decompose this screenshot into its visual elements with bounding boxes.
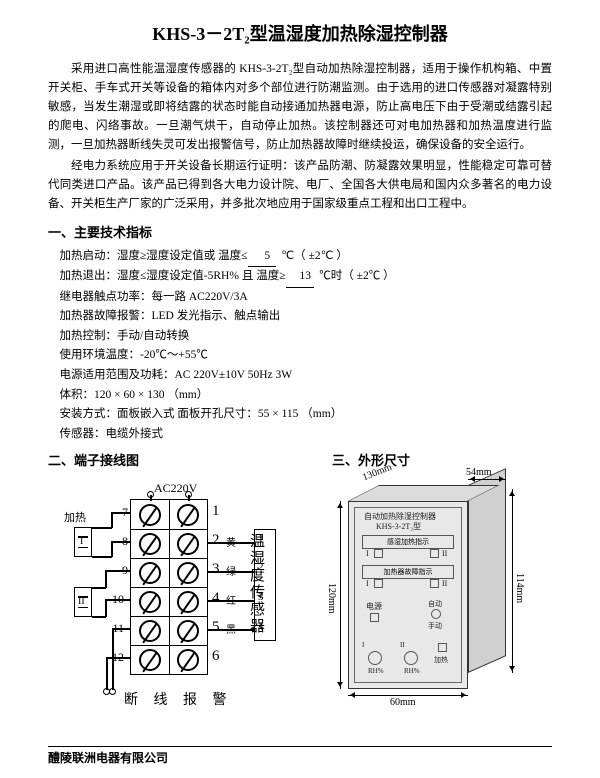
page-title: KHS-3－2T₂型温湿度加热除湿控制器 (48, 20, 552, 46)
section-1-heading: 一、主要技术指标 (48, 222, 552, 241)
spec-line-7: 电源适用范围及功耗：AC 220V±10V 50Hz 3W (48, 366, 552, 386)
spec-line-3: 继电器触点功率：每一路 AC220V/3A (48, 288, 552, 308)
company-footer: 醴陵联洲电器有限公司 (48, 746, 552, 766)
spec-line-4: 加热器故障报警：LED 发光指示、触点输出 (48, 307, 552, 327)
spec-line-6: 使用环境温度：-20℃～+55℃ (48, 346, 552, 366)
terminal-diagram: AC220V 7 8 9 10 11 12 1 2 (48, 473, 318, 729)
spec-line-5: 加热控制：手动/自动转换 (48, 327, 552, 347)
paragraph-1: 采用进口高性能温湿度传感器的 KHS-3-2T₂型自动加热除湿控制器，适用于操作… (48, 60, 552, 155)
heater-label: 加热 (64, 509, 86, 525)
paragraph-2: 经电力系统应用于开关设备长期运行证明：该产品防潮、防凝露效果明显，性能稳定可靠可… (48, 157, 552, 214)
section-3-heading: 三、外形尺寸 (332, 450, 552, 469)
terminal-grid (130, 499, 208, 675)
alarm-label: 断 线 报 警 (124, 689, 233, 709)
section-2-heading: 二、端子接线图 (48, 450, 332, 469)
spec-line-1: 加热启动：湿度≥湿度设定值或 温度≤5 ℃（ ±2℃ ） (48, 247, 552, 268)
spec-line-8: 体积：120 × 60 × 130 （mm） (48, 386, 552, 406)
spec-line-2: 加热退出：湿度≤湿度设定值-5RH% 且 温度≥13 ℃时（ ±2℃ ） (48, 267, 552, 288)
sensor-label: 温湿度传感器 (246, 533, 267, 635)
spec-line-10: 传感器：电缆外接式 (48, 425, 552, 445)
device-diagram: 自动加热除湿控制器 KHS-3-2T₂型 感湿加热指示 I II 加热器故障指示… (318, 473, 548, 729)
spec-line-9: 安装方式：面板嵌入式 面板开孔尺寸：55 × 115 （mm） (48, 405, 552, 425)
